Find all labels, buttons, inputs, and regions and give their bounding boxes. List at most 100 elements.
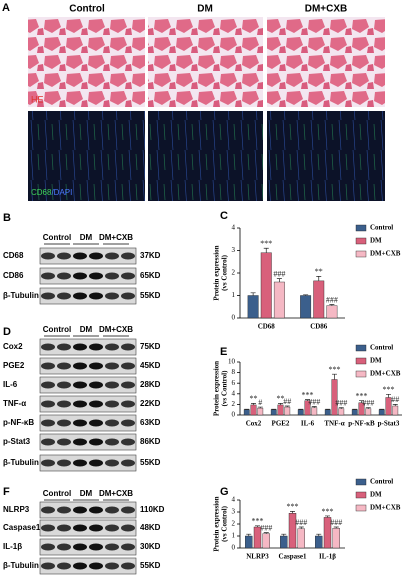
y-tick-label: 2 [232, 520, 236, 528]
blot-strip [39, 287, 137, 305]
blot-band [57, 343, 71, 351]
blot-band [41, 506, 55, 514]
blot-band [105, 292, 119, 300]
blot-band [105, 362, 119, 370]
blot-band [57, 381, 71, 389]
protein-label: CD86 [3, 271, 24, 280]
x-tick-label: IL-6 [301, 420, 315, 428]
error-bar [290, 511, 295, 514]
legend-label: Control [370, 344, 393, 352]
blot-band [41, 252, 55, 260]
protein-label: Cox2 [3, 342, 23, 351]
legend-swatch [355, 357, 367, 365]
bar [297, 528, 305, 549]
bar [332, 528, 340, 549]
bar [284, 406, 291, 416]
blot-band [121, 381, 135, 389]
blot-band [105, 524, 119, 532]
bar [273, 281, 285, 319]
blot-band [73, 272, 87, 280]
bar [351, 409, 358, 416]
blot-band [57, 292, 71, 300]
fluorescence-image [28, 111, 145, 201]
blot-band [89, 272, 103, 280]
blot-strip [39, 395, 137, 413]
blot-band [89, 292, 103, 300]
error-bar [305, 399, 310, 401]
bar [300, 295, 312, 319]
blot-band [89, 506, 103, 514]
blot-strip [39, 267, 137, 285]
error-bar [325, 515, 330, 518]
blot-band [41, 272, 55, 280]
bar [260, 252, 272, 319]
blot-band [105, 400, 119, 408]
blot-band [41, 381, 55, 389]
significance: ### [362, 398, 374, 407]
significance: ### [260, 523, 272, 532]
error-bar [298, 526, 304, 529]
x-tick-label: p-Stat3 [378, 420, 400, 428]
y-axis-title: (vs Control) [221, 505, 229, 542]
blot-band [121, 252, 135, 260]
blot-band [89, 362, 103, 370]
blot-band [121, 419, 135, 427]
y-tick-label: 4 [232, 389, 236, 397]
blot-band [121, 562, 135, 570]
bar [392, 405, 399, 416]
significance: *** [287, 502, 299, 511]
protein-label: Caspase1 [3, 523, 41, 532]
bar [277, 404, 284, 416]
significance: ** [277, 394, 285, 403]
y-axis-title: Protein expression [213, 361, 221, 416]
y-tick-label: 0 [232, 544, 236, 552]
blot-band [121, 524, 135, 532]
blot-band [73, 381, 87, 389]
significance: *** [302, 390, 314, 399]
blot-strip [39, 376, 137, 394]
bar [324, 409, 331, 416]
significance: ### [335, 398, 347, 407]
significance: *** [383, 385, 395, 394]
size-label: 86KD [140, 437, 161, 446]
error-bar [255, 525, 260, 527]
error-bar [263, 532, 269, 534]
blot-band [121, 343, 135, 351]
protein-label: p-NF-κB [3, 418, 34, 427]
blot-band [41, 362, 55, 370]
legend-label: DM [370, 357, 382, 365]
legend-label: DM+CXB [370, 504, 401, 512]
blot-band [41, 400, 55, 408]
blot-band [105, 419, 119, 427]
error-bar [332, 373, 337, 380]
bar [338, 408, 345, 416]
protein-label: p-Stat3 [3, 437, 31, 446]
protein-label: β-Tubulin [3, 561, 39, 570]
protein-label: β-Tubulin [3, 458, 39, 467]
blot-strip [39, 538, 137, 556]
y-tick-label: 10 [228, 358, 236, 366]
he-image [267, 17, 385, 107]
y-tick-label: 2 [232, 400, 236, 408]
panel-label: E [220, 346, 227, 358]
legend-swatch [355, 370, 367, 378]
protein-label: NLRP3 [3, 505, 30, 514]
y-axis-title: (vs Control) [221, 370, 229, 407]
error-bar [386, 393, 391, 398]
error-bar [263, 247, 269, 253]
y-axis-title: Protein expression [213, 496, 221, 551]
error-bar [278, 402, 283, 405]
blot-band [105, 562, 119, 570]
error-bar [392, 404, 398, 406]
error-bar [379, 408, 385, 410]
blot-band [57, 543, 71, 551]
blot-band [57, 506, 71, 514]
significance: # [258, 398, 262, 407]
bar [331, 379, 338, 416]
x-tick-label: Cox2 [246, 420, 262, 428]
blot-band [41, 343, 55, 351]
error-bar [298, 408, 304, 410]
blot-band [89, 419, 103, 427]
x-tick-label: IL-1β [319, 553, 336, 561]
legend-label: DM+CXB [370, 250, 401, 258]
